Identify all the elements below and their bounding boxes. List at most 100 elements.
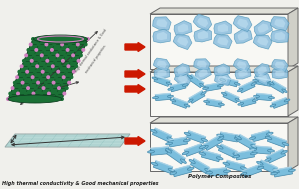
Circle shape: [49, 86, 53, 90]
FancyArrow shape: [125, 136, 145, 146]
Polygon shape: [150, 123, 288, 171]
Polygon shape: [218, 76, 228, 83]
Ellipse shape: [251, 144, 257, 149]
Ellipse shape: [203, 87, 209, 89]
Ellipse shape: [240, 167, 247, 170]
Circle shape: [68, 43, 72, 46]
Polygon shape: [288, 8, 298, 69]
Polygon shape: [237, 61, 247, 69]
Circle shape: [37, 59, 42, 63]
Ellipse shape: [188, 99, 193, 102]
Polygon shape: [169, 137, 187, 147]
Circle shape: [26, 48, 30, 52]
Circle shape: [63, 53, 67, 57]
Polygon shape: [236, 150, 254, 160]
Ellipse shape: [233, 155, 239, 158]
Circle shape: [13, 81, 17, 85]
Polygon shape: [177, 37, 188, 46]
Polygon shape: [193, 14, 212, 31]
Polygon shape: [194, 59, 210, 70]
Ellipse shape: [269, 97, 274, 99]
FancyArrow shape: [125, 43, 145, 51]
Circle shape: [14, 97, 18, 101]
Ellipse shape: [253, 80, 259, 82]
Polygon shape: [157, 32, 167, 40]
Circle shape: [23, 75, 27, 79]
Ellipse shape: [273, 169, 279, 173]
Circle shape: [60, 43, 64, 46]
Polygon shape: [188, 74, 204, 88]
Polygon shape: [217, 37, 228, 46]
Text: Polymer Composites: Polymer Composites: [188, 174, 252, 179]
Circle shape: [62, 75, 66, 79]
Circle shape: [39, 91, 43, 96]
Ellipse shape: [234, 83, 240, 85]
Polygon shape: [172, 98, 188, 108]
Polygon shape: [251, 130, 271, 142]
Circle shape: [72, 70, 76, 74]
Polygon shape: [258, 74, 268, 83]
Ellipse shape: [165, 149, 173, 151]
Circle shape: [28, 81, 32, 85]
Polygon shape: [266, 149, 286, 163]
Ellipse shape: [202, 146, 208, 149]
Polygon shape: [233, 16, 252, 32]
Ellipse shape: [218, 136, 224, 141]
Text: High thermal conductance & Good: High thermal conductance & Good: [74, 29, 107, 73]
Polygon shape: [271, 60, 288, 71]
Polygon shape: [272, 98, 288, 108]
Polygon shape: [152, 128, 172, 142]
Circle shape: [28, 64, 31, 68]
Ellipse shape: [152, 77, 158, 80]
Circle shape: [6, 97, 10, 101]
Polygon shape: [225, 160, 245, 172]
Ellipse shape: [184, 104, 190, 107]
Ellipse shape: [289, 169, 295, 172]
Polygon shape: [155, 93, 171, 101]
Circle shape: [20, 64, 24, 68]
Circle shape: [46, 75, 50, 79]
Circle shape: [39, 37, 43, 41]
Polygon shape: [288, 66, 298, 116]
Text: mechanical properties: mechanical properties: [85, 44, 107, 74]
Ellipse shape: [182, 84, 188, 86]
Polygon shape: [214, 21, 232, 35]
Ellipse shape: [282, 89, 287, 92]
Ellipse shape: [189, 160, 195, 163]
Ellipse shape: [33, 35, 88, 43]
Polygon shape: [174, 64, 190, 76]
Ellipse shape: [254, 95, 260, 97]
Ellipse shape: [235, 136, 241, 139]
Circle shape: [37, 97, 41, 101]
Ellipse shape: [204, 101, 210, 103]
Circle shape: [54, 75, 58, 79]
Circle shape: [86, 37, 90, 41]
Circle shape: [17, 70, 21, 74]
Circle shape: [15, 75, 19, 79]
Ellipse shape: [223, 162, 230, 165]
Circle shape: [34, 48, 38, 52]
Circle shape: [57, 86, 61, 90]
Polygon shape: [157, 69, 167, 77]
Polygon shape: [153, 29, 171, 43]
Ellipse shape: [205, 172, 213, 174]
Ellipse shape: [166, 149, 172, 153]
Circle shape: [59, 64, 62, 68]
Circle shape: [22, 59, 26, 63]
Circle shape: [53, 59, 57, 63]
Polygon shape: [173, 165, 192, 177]
Polygon shape: [153, 17, 171, 30]
Polygon shape: [153, 161, 173, 173]
Ellipse shape: [201, 138, 208, 142]
Circle shape: [24, 91, 28, 96]
Polygon shape: [240, 97, 256, 107]
Circle shape: [42, 86, 45, 90]
Polygon shape: [258, 160, 278, 174]
Ellipse shape: [233, 153, 239, 157]
Ellipse shape: [257, 161, 263, 165]
Circle shape: [71, 53, 75, 57]
Ellipse shape: [252, 99, 258, 101]
Polygon shape: [195, 67, 211, 80]
Polygon shape: [218, 144, 238, 158]
Circle shape: [67, 81, 71, 85]
